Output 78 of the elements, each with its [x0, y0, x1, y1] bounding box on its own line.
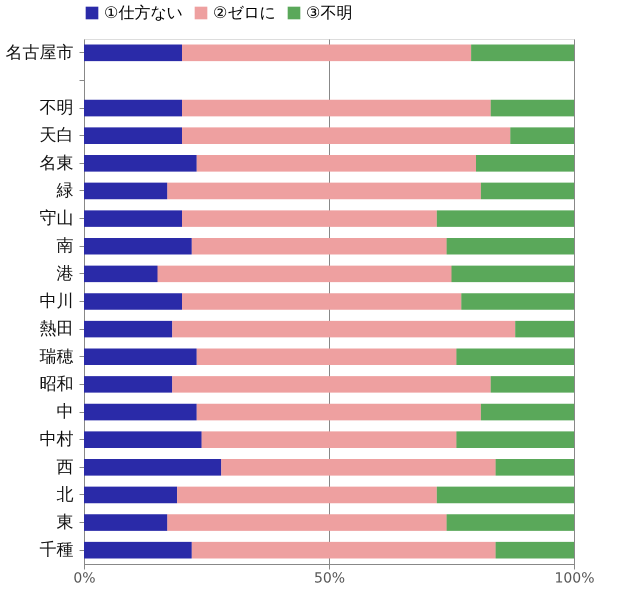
bar [84, 431, 202, 448]
bar [515, 320, 574, 338]
y-tick-label: 名東 [40, 153, 74, 174]
bar [510, 127, 574, 144]
bar [84, 293, 182, 310]
bar [84, 266, 158, 282]
legend-label: ③不明 [306, 3, 352, 22]
y-tick-label: 港 [56, 264, 74, 284]
y-tick-label: 緑 [56, 180, 74, 201]
bar [456, 348, 574, 366]
bar [172, 320, 516, 338]
bar [84, 44, 182, 62]
bar [84, 210, 182, 227]
bar [84, 100, 182, 116]
bar [182, 100, 491, 116]
y-tick-label: 中 [56, 402, 74, 422]
bar [84, 155, 197, 172]
y-tick-label: 熱田 [40, 319, 74, 340]
y-tick-label: 瑞穂 [40, 346, 74, 367]
bar [496, 542, 574, 558]
legend-label: ②ゼロに [213, 3, 276, 22]
bar [84, 459, 222, 476]
bar [177, 486, 437, 504]
bar [84, 348, 197, 366]
y-tick-label: 中川 [40, 292, 74, 312]
bar [196, 348, 456, 366]
bar [84, 514, 168, 531]
bar [446, 238, 574, 255]
bar [446, 514, 574, 531]
bar [182, 127, 510, 144]
bar [84, 127, 182, 144]
bar [84, 542, 192, 558]
bar [471, 44, 574, 62]
bar [84, 376, 172, 393]
y-tick-label: 西 [56, 457, 74, 478]
bar [182, 210, 437, 227]
bar [172, 376, 491, 393]
x-tick-label: 50% [314, 570, 346, 586]
bar [490, 376, 574, 393]
bar [202, 431, 456, 448]
bar [84, 238, 192, 255]
y-tick-label: 守山 [40, 208, 74, 229]
y-tick-label: 千種 [40, 540, 74, 560]
y-tick-label: 天白 [40, 126, 74, 146]
bar [182, 44, 472, 62]
legend-label: ①仕方ない [104, 3, 182, 22]
x-tick-label: 100% [554, 570, 595, 586]
bar [196, 155, 476, 172]
bar [158, 266, 452, 282]
bar [452, 266, 574, 282]
bar [456, 431, 574, 448]
bar [490, 100, 574, 116]
bar [496, 459, 574, 476]
bar [84, 320, 172, 338]
bar [167, 182, 481, 200]
bar [436, 210, 574, 227]
bar [476, 155, 574, 172]
bar [182, 293, 462, 310]
bar [196, 404, 481, 420]
y-tick-label: 不明 [40, 98, 74, 118]
bar [480, 182, 574, 200]
bar [84, 404, 197, 420]
y-tick-label: 名古屋市 [6, 42, 74, 63]
bar [461, 293, 574, 310]
bar [192, 542, 496, 558]
bar [221, 459, 496, 476]
bar [480, 404, 574, 420]
bar [436, 486, 574, 504]
y-tick-label: 東 [56, 512, 74, 533]
bar [167, 514, 447, 531]
bar [84, 486, 178, 504]
y-tick-label: 昭和 [40, 374, 74, 394]
bar [84, 182, 168, 200]
y-tick-label: 北 [56, 484, 74, 505]
x-tick-label: 0% [73, 570, 96, 586]
y-tick-label: 南 [56, 236, 74, 256]
bar [192, 238, 447, 255]
y-tick-label: 中村 [40, 430, 74, 450]
